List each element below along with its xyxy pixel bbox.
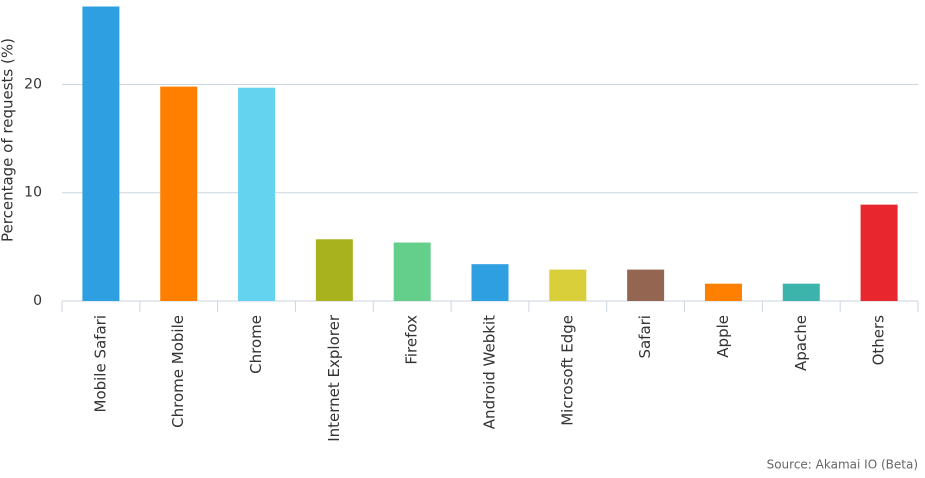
x-tick-label: Firefox — [403, 315, 421, 365]
bar — [627, 269, 665, 301]
x-tick-label: Apache — [792, 315, 810, 371]
bar — [471, 264, 509, 301]
y-tick-label: 0 — [33, 293, 42, 309]
x-tick-label: Mobile Safari — [91, 315, 109, 413]
bar — [393, 242, 431, 301]
bar — [782, 283, 820, 301]
bar — [238, 87, 276, 301]
x-tick-label: Others — [870, 315, 888, 366]
bar — [704, 283, 742, 301]
x-tick-label: Safari — [636, 315, 654, 359]
x-tick-label: Internet Explorer — [325, 314, 343, 442]
source-note: Source: Akamai IO (Beta) — [767, 458, 918, 472]
y-tick-label: 20 — [24, 76, 42, 92]
x-tick-label: Apple — [714, 315, 732, 358]
y-axis-label: Percentage of requests (%) — [0, 38, 17, 242]
bar — [860, 204, 898, 301]
bar — [315, 239, 353, 301]
bar — [549, 269, 587, 301]
x-tick-label: Android Webkit — [481, 315, 499, 429]
y-tick-label: 10 — [24, 185, 42, 201]
bar — [82, 6, 120, 302]
x-tick-label: Chrome — [247, 315, 265, 374]
x-tick-label: Chrome Mobile — [169, 315, 187, 428]
bar — [160, 86, 198, 301]
x-tick-label: Microsoft Edge — [558, 315, 576, 426]
